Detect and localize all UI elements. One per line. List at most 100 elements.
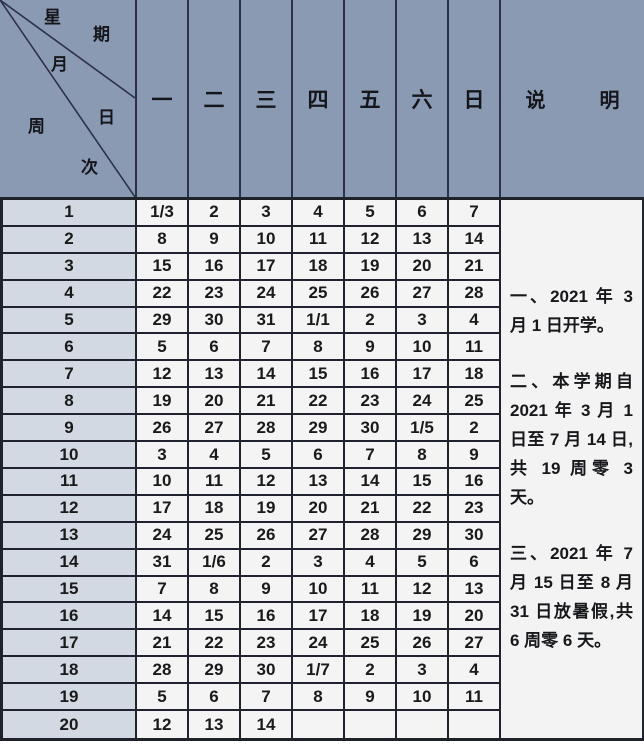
week-number-cell: 18 (3, 657, 137, 685)
date-cell: 30 (241, 657, 293, 685)
date-cell: 23 (189, 280, 241, 308)
date-cell: 24 (397, 388, 449, 416)
date-cell: 27 (449, 630, 501, 658)
date-cell: 3 (397, 307, 449, 335)
date-cell: 15 (189, 603, 241, 631)
week-number-cell: 11 (3, 468, 137, 496)
week-number-cell: 6 (3, 334, 137, 362)
date-cell: 7 (345, 442, 397, 469)
date-cell: 15 (137, 253, 189, 281)
date-cell: 30 (345, 415, 397, 443)
date-cell: 28 (137, 657, 189, 685)
date-cell: 29 (397, 522, 449, 550)
date-cell: 21 (241, 388, 293, 416)
date-cell: 11 (345, 576, 397, 604)
note-paragraph-3: 三、2021 年 7 月 15 日至 8 月 31 日放暑假,共 6 周零 6 … (510, 544, 633, 651)
date-cell: 26 (241, 522, 293, 550)
date-cell: 19 (397, 603, 449, 631)
date-cell: 5 (137, 334, 189, 362)
notes-column-header: 说 明 (525, 90, 637, 112)
week-number-cell: 19 (3, 684, 137, 712)
corner-label-weekday-1: 星 (44, 8, 61, 27)
week-number-cell: 7 (3, 361, 137, 389)
week-number-cell: 16 (3, 603, 137, 631)
date-cell: 23 (345, 388, 397, 416)
date-cell (345, 711, 397, 738)
date-cell: 21 (449, 253, 501, 281)
date-cell: 11 (449, 334, 501, 362)
date-cell: 16 (345, 361, 397, 389)
date-cell: 15 (397, 468, 449, 496)
date-cell: 17 (397, 361, 449, 389)
date-cell: 28 (449, 280, 501, 308)
date-cell: 3 (137, 442, 189, 469)
diagonal-lines-svg (0, 0, 135, 197)
date-cell: 3 (241, 200, 293, 227)
date-cell: 18 (449, 361, 501, 389)
date-cell: 1/1 (293, 307, 345, 335)
day-header-sat: 六 (397, 0, 449, 197)
week-number-cell: 10 (3, 442, 137, 469)
date-cell: 7 (241, 334, 293, 362)
corner-label-weekday-2: 期 (93, 25, 110, 44)
date-cell: 22 (189, 630, 241, 658)
date-cell: 10 (241, 226, 293, 254)
date-cell: 12 (137, 711, 189, 738)
date-cell: 12 (397, 576, 449, 604)
date-cell: 25 (293, 280, 345, 308)
date-cell: 20 (397, 253, 449, 281)
date-cell: 31 (137, 549, 189, 577)
day-header-tue: 二 (189, 0, 241, 197)
day-header-wed: 三 (241, 0, 293, 197)
date-cell: 3 (293, 549, 345, 577)
date-cell: 18 (189, 495, 241, 523)
date-cell: 27 (293, 522, 345, 550)
date-cell: 4 (189, 442, 241, 469)
corner-label-week-2: 次 (81, 158, 98, 177)
date-cell: 29 (293, 415, 345, 443)
date-cell: 13 (397, 226, 449, 254)
date-cell: 1/6 (189, 549, 241, 577)
date-cell: 26 (345, 280, 397, 308)
date-cell: 19 (241, 495, 293, 523)
week-number-cell: 17 (3, 630, 137, 658)
date-cell: 9 (189, 226, 241, 254)
date-cell: 10 (397, 684, 449, 712)
date-cell: 26 (137, 415, 189, 443)
date-cell: 6 (189, 334, 241, 362)
date-cell: 14 (345, 468, 397, 496)
date-cell: 25 (345, 630, 397, 658)
date-cell: 14 (137, 603, 189, 631)
date-cell: 8 (293, 684, 345, 712)
date-cell: 10 (137, 468, 189, 496)
day-header-sun: 日 (449, 0, 501, 197)
corner-diagonal-cell: 星 期 月 日 周 次 (0, 0, 137, 197)
date-cell: 14 (241, 361, 293, 389)
date-cell: 31 (241, 307, 293, 335)
date-cell: 18 (293, 253, 345, 281)
day-header-fri: 五 (345, 0, 397, 197)
date-cell: 22 (137, 280, 189, 308)
date-cell: 5 (241, 442, 293, 469)
date-cell: 11 (293, 226, 345, 254)
date-cell: 17 (241, 253, 293, 281)
date-cell: 9 (345, 334, 397, 362)
date-cell: 16 (241, 603, 293, 631)
date-cell: 1/3 (137, 200, 189, 227)
date-cell: 24 (241, 280, 293, 308)
date-cell: 3 (397, 657, 449, 685)
note-paragraph-2: 二、本学期自 2021 年 3 月 1 日至 7 月 14 日,共 19 周零 … (510, 372, 633, 508)
date-cell: 8 (397, 442, 449, 469)
date-cell: 16 (189, 253, 241, 281)
date-cell: 6 (293, 442, 345, 469)
date-cell: 13 (189, 711, 241, 738)
date-cell (293, 711, 345, 738)
notes-cell: 一、2021 年 3 月 1 日开学。 二、本学期自 2021 年 3 月 1 … (501, 200, 644, 738)
date-cell: 2 (189, 200, 241, 227)
date-cell: 7 (137, 576, 189, 604)
date-cell: 8 (137, 226, 189, 254)
date-cell: 22 (293, 388, 345, 416)
day-header-mon: 一 (137, 0, 189, 197)
date-cell: 29 (189, 657, 241, 685)
